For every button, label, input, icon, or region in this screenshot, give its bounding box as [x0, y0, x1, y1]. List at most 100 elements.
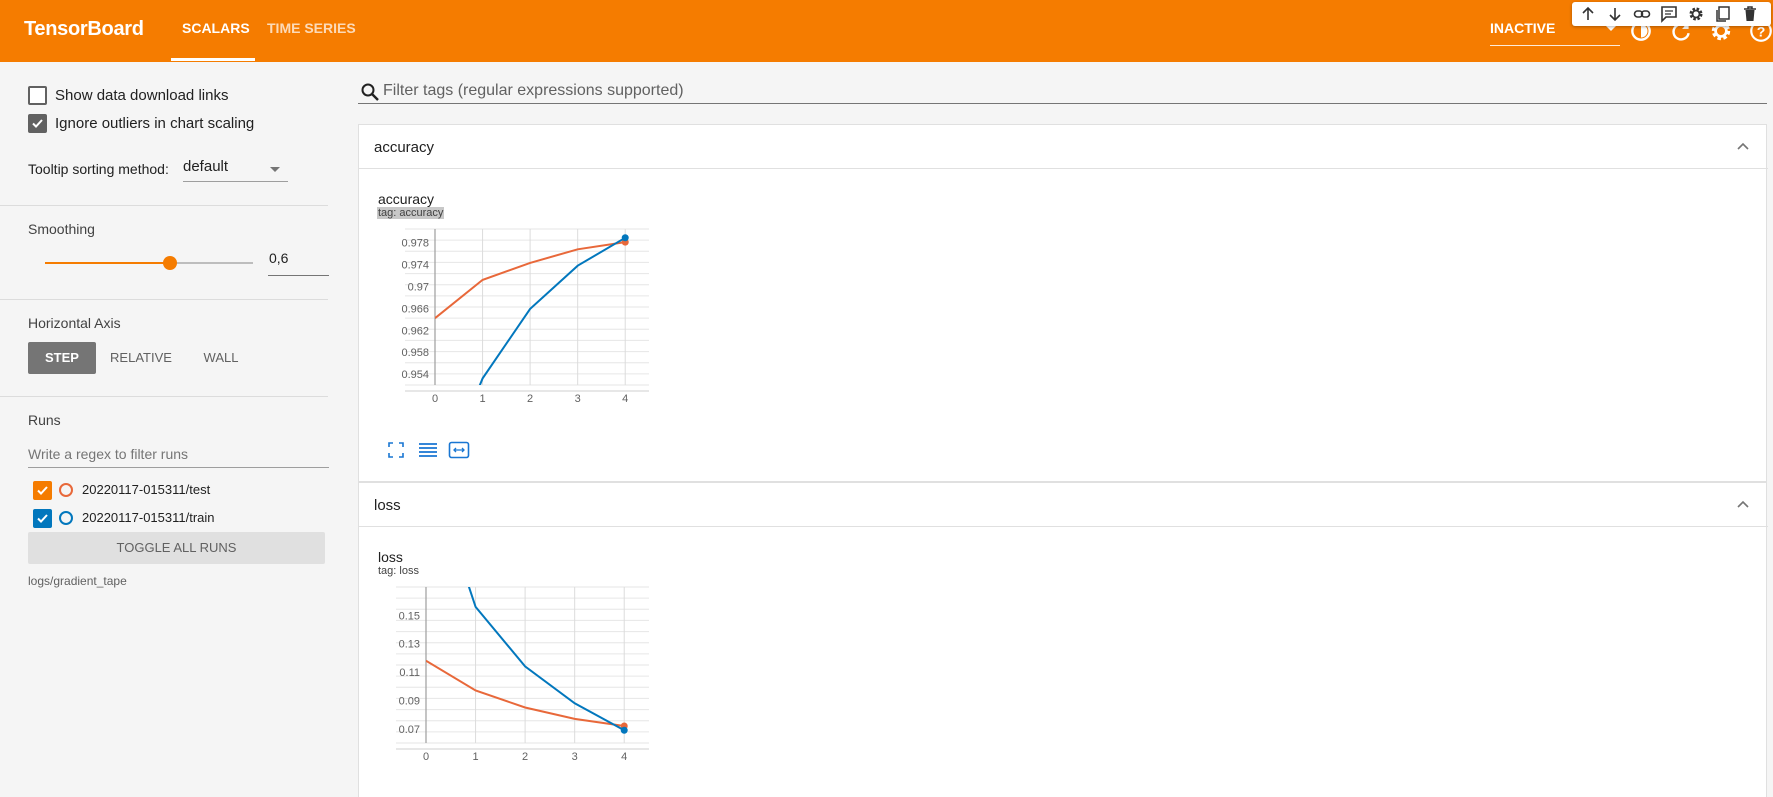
ignore-outliers-label: Ignore outliers in chart scaling [55, 115, 255, 132]
loss-chart-title: loss [378, 549, 403, 565]
settings-icon[interactable] [1687, 5, 1705, 23]
axis-step-button[interactable]: STEP [28, 342, 96, 374]
run-train-checkbox[interactable] [33, 509, 52, 528]
comment-icon[interactable] [1660, 5, 1678, 23]
svg-text:?: ? [1757, 23, 1766, 39]
y-tick-label: 0.974 [401, 260, 429, 272]
logdir-label: logs/gradient_tape [28, 574, 127, 588]
smoothing-slider-fill [45, 262, 170, 264]
y-tick-label: 0.954 [401, 369, 429, 381]
link-icon[interactable] [1633, 5, 1651, 23]
accuracy-card-name: accuracy [374, 139, 435, 156]
accuracy-card-header[interactable]: accuracy [359, 125, 1768, 169]
series-line [435, 241, 626, 319]
accuracy-chart-title: accuracy [378, 191, 435, 207]
series-raw-line [479, 237, 626, 385]
fullscreen-icon[interactable] [387, 441, 405, 459]
x-tick-label: 2 [522, 751, 528, 763]
divider [0, 299, 328, 300]
y-tick-label: 0.09 [399, 695, 420, 707]
axis-relative-button[interactable]: RELATIVE [110, 350, 172, 365]
filter-tags-placeholder: Filter tags (regular expressions support… [383, 82, 684, 99]
arrow-up-icon[interactable] [1579, 5, 1597, 23]
chevron-up-icon[interactable] [1736, 499, 1750, 509]
y-tick-label: 0.11 [399, 667, 420, 679]
sidebar: Show data download links Ignore outliers… [0, 62, 348, 797]
x-tick-label: 0 [432, 393, 438, 405]
x-tick-label: 4 [622, 393, 628, 405]
series-line [426, 659, 625, 727]
x-tick-label: 3 [572, 751, 578, 763]
run-test-label: 20220117-015311/test [82, 482, 211, 497]
loss-card: loss loss tag: loss 0 1 2 3 4 0.15 0.13 0.11 0.0… [358, 482, 1768, 797]
accuracy-card: accuracy accuracy tag: accuracy 0 1 2 3 4 0.9… [358, 124, 1768, 482]
series-line [467, 587, 625, 732]
loss-chart[interactable]: 0 1 2 3 4 0.15 0.13 0.11 0.09 0.07 [359, 575, 689, 785]
accuracy-chart-tag: tag: accuracy [377, 207, 445, 219]
smoothing-slider[interactable] [45, 256, 253, 270]
series-end-point [620, 726, 628, 734]
y-tick-label: 0.13 [399, 639, 420, 651]
reload-status-label: INACTIVE [1490, 20, 1556, 36]
x-tick-label: 0 [423, 751, 429, 763]
x-tick-label: 1 [472, 751, 478, 763]
copy-icon[interactable] [1714, 5, 1732, 23]
smoothing-value-input[interactable]: 0,6 [268, 250, 329, 276]
x-tick-label: 3 [575, 393, 581, 405]
chevron-up-icon[interactable] [1736, 141, 1750, 151]
y-tick-label: 0.978 [401, 238, 429, 250]
runs-filter-placeholder: Write a regex to filter runs [28, 446, 189, 462]
axis-wall-button[interactable]: WALL [203, 350, 239, 365]
chevron-down-icon [1606, 26, 1616, 31]
arrow-down-icon[interactable] [1606, 5, 1624, 23]
chevron-down-icon [270, 167, 280, 172]
accuracy-chart[interactable]: 0 1 2 3 4 0.954 0.958 0.962 0.966 0.97 0.974 0.978 [359, 217, 689, 427]
main-content: Filter tags (regular expressions support… [348, 62, 1773, 797]
tab-time-series[interactable]: TIME SERIES [267, 20, 356, 36]
y-tick-label: 0.962 [401, 325, 429, 337]
series-line [478, 236, 626, 385]
reload-status-select[interactable]: INACTIVE [1490, 20, 1620, 46]
search-icon [361, 83, 379, 101]
show-download-links-label: Show data download links [55, 87, 229, 104]
tab-scalars[interactable]: SCALARS [182, 20, 250, 36]
tooltip-sorting-value: default [183, 158, 229, 175]
divider [0, 396, 328, 397]
check-icon [32, 119, 43, 128]
loss-card-header[interactable]: loss [359, 483, 1768, 527]
y-tick-label: 0.958 [401, 347, 429, 359]
filter-tags-input[interactable]: Filter tags (regular expressions support… [358, 72, 1767, 104]
run-test-color-swatch[interactable] [59, 483, 73, 497]
y-tick-label: 0.966 [401, 303, 429, 315]
toggle-log-scale-icon[interactable] [417, 441, 439, 459]
check-icon [37, 486, 48, 495]
smoothing-slider-thumb[interactable] [162, 256, 177, 270]
runs-title: Runs [28, 412, 61, 428]
y-tick-label: 0.97 [408, 281, 429, 293]
y-tick-label: 0.15 [399, 610, 420, 622]
fit-domain-icon[interactable] [448, 441, 470, 459]
trash-icon[interactable] [1741, 5, 1759, 23]
y-tick-label: 0.07 [399, 724, 420, 736]
tooltip-sorting-select[interactable]: default [183, 158, 288, 182]
x-tick-label: 4 [621, 751, 627, 763]
loss-card-name: loss [374, 497, 401, 514]
x-tick-label: 1 [479, 393, 485, 405]
divider [0, 205, 328, 206]
ignore-outliers-checkbox[interactable] [28, 114, 47, 133]
loss-chart-tag: tag: loss [378, 565, 419, 577]
x-tick-label: 2 [527, 393, 533, 405]
show-download-links-checkbox[interactable] [28, 86, 47, 105]
run-train-label: 20220117-015311/train [82, 510, 215, 525]
check-icon [37, 514, 48, 523]
top-app-bar: TensorBoard SCALARS TIME SERIES INACTIVE… [0, 0, 1773, 62]
floating-toolbar [1572, 2, 1771, 26]
toggle-all-runs-button[interactable]: TOGGLE ALL RUNS [28, 532, 325, 564]
app-brand: TensorBoard [24, 18, 144, 40]
run-test-checkbox[interactable] [33, 481, 52, 500]
run-train-color-swatch[interactable] [59, 511, 73, 525]
active-tab-indicator [171, 58, 255, 61]
smoothing-title: Smoothing [28, 221, 95, 237]
tooltip-sorting-label: Tooltip sorting method: [28, 161, 169, 177]
runs-filter-input[interactable]: Write a regex to filter runs [28, 440, 329, 468]
